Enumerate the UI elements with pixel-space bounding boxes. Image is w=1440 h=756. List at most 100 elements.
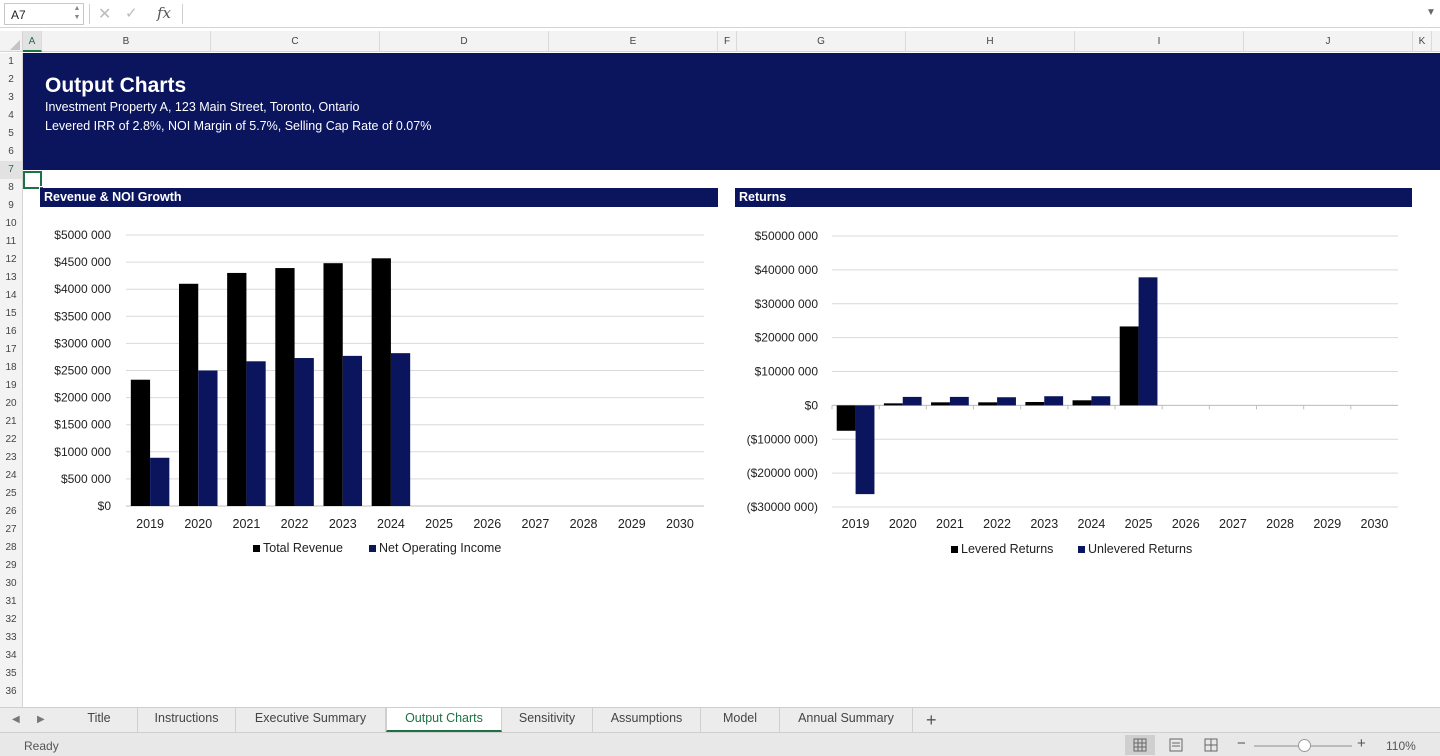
- row-header-31[interactable]: 31: [5, 596, 17, 607]
- row-header-1[interactable]: 1: [8, 56, 14, 67]
- y-tick-label: $4000 000: [54, 282, 111, 296]
- row-header-21[interactable]: 21: [5, 416, 17, 427]
- x-tick-label: 2026: [1172, 517, 1200, 531]
- row-header-29[interactable]: 29: [5, 560, 17, 571]
- row-header-36[interactable]: 36: [5, 686, 17, 697]
- bar-total-revenue: [178, 283, 199, 506]
- tab-assumptions[interactable]: Assumptions: [593, 708, 701, 732]
- name-box[interactable]: A7: [4, 3, 84, 25]
- tab-model[interactable]: Model: [701, 708, 780, 732]
- column-header-a[interactable]: A: [23, 31, 42, 52]
- selected-cell[interactable]: [23, 171, 42, 189]
- row-header-2[interactable]: 2: [8, 74, 14, 85]
- row-header-18[interactable]: 18: [5, 362, 17, 373]
- bar-total-revenue: [227, 272, 247, 506]
- tab-scroll-left-icon[interactable]: ◀: [12, 714, 20, 725]
- x-tick-label: 2026: [473, 517, 501, 531]
- bar-unlevered-returns: [1138, 277, 1158, 406]
- zoom-in-icon[interactable]: +: [1357, 735, 1366, 752]
- tab-title[interactable]: Title: [61, 708, 138, 732]
- x-tick-label: 2022: [983, 517, 1011, 531]
- column-header-g[interactable]: G: [737, 31, 906, 52]
- x-tick-label: 2028: [570, 517, 598, 531]
- x-tick-label: 2025: [1125, 517, 1153, 531]
- y-tick-label: ($10000 000): [747, 432, 818, 446]
- row-header-7[interactable]: 7: [0, 161, 22, 179]
- row-header-6[interactable]: 6: [8, 146, 14, 157]
- zoom-out-icon[interactable]: −: [1237, 735, 1246, 752]
- row-header-22[interactable]: 22: [5, 434, 17, 445]
- page-break-view-button[interactable]: [1196, 735, 1226, 755]
- tab-instructions[interactable]: Instructions: [138, 708, 236, 732]
- cancel-icon[interactable]: ✕: [98, 6, 112, 23]
- row-header-15[interactable]: 15: [5, 308, 17, 319]
- tab-annual-summary[interactable]: Annual Summary: [780, 708, 913, 732]
- row-header-30[interactable]: 30: [5, 578, 17, 589]
- status-text: Ready: [24, 739, 59, 753]
- row-header-13[interactable]: 13: [5, 272, 17, 283]
- row-header-20[interactable]: 20: [5, 398, 17, 409]
- row-header-17[interactable]: 17: [5, 344, 17, 355]
- column-header-j[interactable]: J: [1244, 31, 1413, 52]
- x-tick-label: 2024: [1078, 517, 1106, 531]
- bar-levered-returns: [1025, 401, 1045, 406]
- y-tick-label: $4500 000: [54, 255, 111, 269]
- row-header-19[interactable]: 19: [5, 380, 17, 391]
- column-header-c[interactable]: C: [211, 31, 380, 52]
- page-layout-view-button[interactable]: [1161, 735, 1191, 755]
- row-header-32[interactable]: 32: [5, 614, 17, 625]
- select-all-button[interactable]: [0, 31, 23, 52]
- name-box-stepper-icon[interactable]: ▲ ▼: [73, 5, 81, 21]
- column-header-b[interactable]: B: [42, 31, 211, 52]
- row-header-12[interactable]: 12: [5, 254, 17, 265]
- chart-title-returns: Returns: [735, 188, 1412, 207]
- tab-scroll-right-icon[interactable]: ▶: [37, 714, 45, 725]
- normal-view-button[interactable]: [1125, 735, 1155, 755]
- row-header-3[interactable]: 3: [8, 92, 14, 103]
- row-header-35[interactable]: 35: [5, 668, 17, 679]
- column-header-h[interactable]: H: [906, 31, 1075, 52]
- tab-output-charts[interactable]: Output Charts: [386, 708, 502, 732]
- column-header-d[interactable]: D: [380, 31, 549, 52]
- row-header-4[interactable]: 4: [8, 110, 14, 121]
- row-header-8[interactable]: 8: [8, 182, 14, 193]
- chevron-down-icon[interactable]: ▼: [1426, 7, 1436, 18]
- row-header-34[interactable]: 34: [5, 650, 17, 661]
- column-header-i[interactable]: I: [1075, 31, 1244, 52]
- add-sheet-button[interactable]: +: [926, 710, 937, 730]
- select-all-icon: [10, 40, 20, 50]
- column-header-e[interactable]: E: [549, 31, 718, 52]
- row-header-16[interactable]: 16: [5, 326, 17, 337]
- row-header-27[interactable]: 27: [5, 524, 17, 535]
- row-header-33[interactable]: 33: [5, 632, 17, 643]
- x-tick-label: 2023: [1030, 517, 1058, 531]
- tab-executive-summary[interactable]: Executive Summary: [236, 708, 386, 732]
- row-header-23[interactable]: 23: [5, 452, 17, 463]
- row-header-28[interactable]: 28: [5, 542, 17, 553]
- title-banner: Output Charts Investment Property A, 123…: [23, 53, 1440, 170]
- formula-input[interactable]: [186, 3, 1416, 25]
- column-header-f[interactable]: F: [718, 31, 737, 52]
- y-tick-label: $3500 000: [54, 309, 111, 323]
- row-header-25[interactable]: 25: [5, 488, 17, 499]
- property-metrics: Levered IRR of 2.8%, NOI Margin of 5.7%,…: [45, 119, 432, 133]
- row-header-11[interactable]: 11: [5, 236, 17, 247]
- column-header-k[interactable]: K: [1413, 31, 1432, 52]
- row-header-14[interactable]: 14: [5, 290, 17, 301]
- row-header-10[interactable]: 10: [5, 218, 17, 229]
- tab-sensitivity[interactable]: Sensitivity: [502, 708, 593, 732]
- row-header-5[interactable]: 5: [8, 128, 14, 139]
- zoom-slider-thumb[interactable]: [1298, 739, 1311, 752]
- divider: [182, 4, 183, 24]
- legend-swatch: [951, 546, 958, 553]
- function-icon[interactable]: fx: [157, 4, 172, 22]
- row-header-26[interactable]: 26: [5, 506, 17, 517]
- row-headers: 1 2 3 4 5 6 7 8 9 10 11 12 13 14 15 16 17 18 19 20 21 22 23 24 2…: [0, 53, 23, 707]
- row-header-24[interactable]: 24: [5, 470, 17, 481]
- row-header-9[interactable]: 9: [8, 200, 14, 211]
- zoom-level[interactable]: 110%: [1386, 739, 1416, 753]
- y-tick-label: $20000 000: [755, 331, 819, 345]
- sheet-tabs-bar: ◀ ▶ Title Instructions Executive Summary Ou…: [0, 707, 1440, 732]
- check-icon[interactable]: ✓: [125, 5, 138, 22]
- worksheet[interactable]: Output Charts Investment Property A, 123…: [23, 53, 1440, 707]
